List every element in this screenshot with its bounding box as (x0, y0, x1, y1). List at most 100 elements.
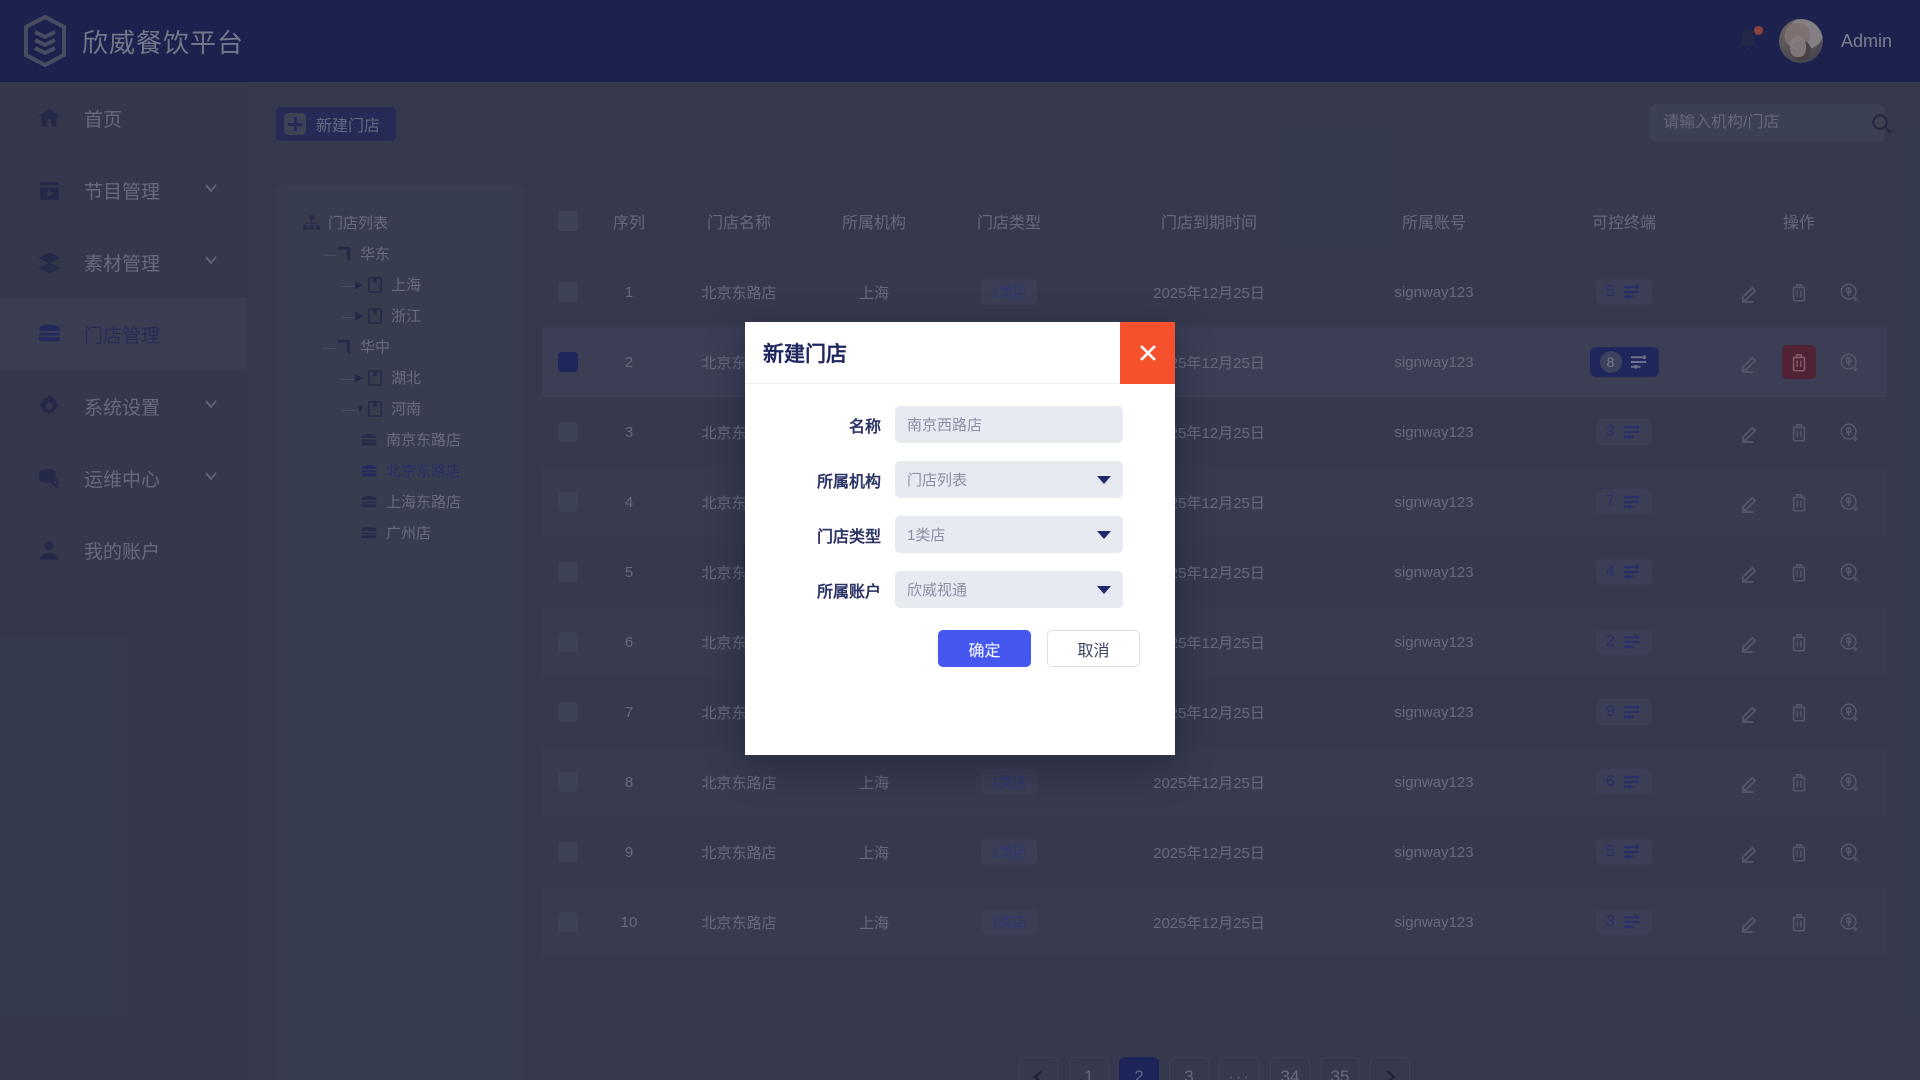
pencil-icon[interactable] (1732, 485, 1766, 519)
confirm-button[interactable]: 确定 (938, 630, 1031, 667)
sidebar-item-store-management[interactable]: 门店管理 (0, 298, 247, 370)
trash-icon[interactable] (1782, 275, 1816, 309)
row-checkbox[interactable] (558, 282, 578, 302)
dollar-plus-icon[interactable] (1832, 835, 1866, 869)
pencil-icon[interactable] (1732, 625, 1766, 659)
caret-right-icon[interactable]: ▶ (355, 279, 364, 291)
dollar-plus-icon[interactable] (1832, 625, 1866, 659)
trash-icon[interactable] (1782, 765, 1816, 799)
pagination-page[interactable]: 1 (1069, 1057, 1109, 1080)
org-select[interactable]: 门店列表 (895, 461, 1123, 498)
terminal-count-button[interactable]: 9 (1596, 699, 1652, 725)
tree-node[interactable]: — ▶ 浙江 (276, 300, 524, 331)
sidebar-item-system-settings[interactable]: 系统设置 (0, 370, 247, 442)
trash-icon[interactable] (1782, 695, 1816, 729)
trash-icon[interactable] (1782, 625, 1816, 659)
tree-node[interactable]: 广州店 (276, 517, 524, 548)
pagination-page[interactable]: 35 (1319, 1057, 1360, 1080)
dollar-plus-icon[interactable] (1832, 275, 1866, 309)
terminal-count-button[interactable]: 5 (1596, 839, 1652, 865)
name-input[interactable] (895, 406, 1123, 443)
tree-node[interactable]: 上海东路店 (276, 486, 524, 517)
search-icon[interactable] (1870, 104, 1893, 142)
terminal-count-button[interactable]: 7 (1596, 489, 1652, 515)
trash-icon[interactable] (1782, 555, 1816, 589)
row-checkbox[interactable] (558, 702, 578, 722)
trash-icon[interactable] (1782, 345, 1816, 379)
dollar-plus-icon[interactable] (1832, 765, 1866, 799)
dollar-plus-icon[interactable] (1832, 905, 1866, 939)
row-checkbox[interactable] (558, 352, 578, 372)
select-all-checkbox[interactable] (558, 211, 578, 231)
tree-node[interactable]: — ▼ 河南 (276, 393, 524, 424)
new-store-button[interactable]: 新建门店 (276, 107, 397, 141)
row-checkbox[interactable] (558, 772, 578, 792)
terminal-count-button[interactable]: 8 (1589, 347, 1659, 377)
row-checkbox[interactable] (558, 842, 578, 862)
pencil-icon[interactable] (1732, 835, 1766, 869)
account-select[interactable]: 欣威视通 (895, 571, 1123, 608)
dollar-plus-icon[interactable] (1832, 345, 1866, 379)
brand-logo[interactable]: 欣威餐饮平台 (22, 14, 244, 68)
tree-node[interactable]: 南京东路店 (276, 424, 524, 455)
trash-icon[interactable] (1782, 835, 1816, 869)
row-checkbox[interactable] (558, 562, 578, 582)
terminal-count-button[interactable]: 3 (1596, 909, 1652, 935)
pencil-icon[interactable] (1732, 765, 1766, 799)
sidebar-item-my-account[interactable]: 我的账户 (0, 514, 247, 586)
dollar-plus-icon[interactable] (1832, 695, 1866, 729)
terminal-count-button[interactable]: 2 (1596, 629, 1652, 655)
trash-icon[interactable] (1782, 415, 1816, 449)
sidebar-item-operations-center[interactable]: 运维中心 (0, 442, 247, 514)
dollar-plus-icon[interactable] (1832, 555, 1866, 589)
chevron-down-icon[interactable] (203, 180, 219, 201)
tree-node[interactable]: — 华中 (276, 331, 524, 362)
terminal-count-button[interactable]: 4 (1596, 559, 1652, 585)
terminal-count-button[interactable]: 3 (1596, 419, 1652, 445)
terminal-count-button[interactable]: 5 (1596, 279, 1652, 305)
pagination-next[interactable] (1369, 1057, 1410, 1080)
trash-icon[interactable] (1782, 905, 1816, 939)
sidebar-item-home[interactable]: 首页 (0, 82, 247, 154)
sidebar-item-program-management[interactable]: 节目管理 (0, 154, 247, 226)
close-icon[interactable] (1120, 322, 1175, 384)
dollar-plus-icon[interactable] (1832, 415, 1866, 449)
type-select[interactable]: 1类店 (895, 516, 1123, 553)
tree-node[interactable]: — 华东 (276, 238, 524, 269)
pencil-icon[interactable] (1732, 415, 1766, 449)
pagination-prev[interactable] (1019, 1057, 1059, 1080)
search-box[interactable] (1649, 104, 1892, 142)
caret-down-icon[interactable]: ▼ (355, 402, 366, 415)
pagination-page[interactable]: 3 (1169, 1057, 1209, 1080)
table-row[interactable]: 1 北京东路店 上海 1类店 2025年12月25日 signway123 5 (542, 257, 1887, 327)
bell-icon[interactable] (1735, 26, 1763, 55)
caret-right-icon[interactable]: ▶ (355, 310, 364, 322)
dollar-plus-icon[interactable] (1832, 485, 1866, 519)
tree-node[interactable]: 北京东路店 (276, 455, 524, 486)
chevron-down-icon[interactable] (203, 252, 219, 273)
pagination-page[interactable]: 2 (1119, 1057, 1159, 1080)
name-field-wrap[interactable] (895, 406, 1123, 443)
pagination-page[interactable]: 34 (1269, 1057, 1310, 1080)
row-checkbox[interactable] (558, 422, 578, 442)
cancel-button[interactable]: 取消 (1046, 630, 1140, 667)
row-checkbox[interactable] (558, 492, 578, 512)
pencil-icon[interactable] (1732, 345, 1766, 379)
pencil-icon[interactable] (1732, 555, 1766, 589)
tree-node[interactable]: — ▶ 上海 (276, 269, 524, 300)
pencil-icon[interactable] (1732, 695, 1766, 729)
terminal-count-button[interactable]: 6 (1596, 769, 1652, 795)
pencil-icon[interactable] (1732, 905, 1766, 939)
trash-icon[interactable] (1782, 485, 1816, 519)
table-row[interactable]: 10 北京东路店 上海 1类店 2025年12月25日 signway123 3 (542, 887, 1887, 957)
search-input[interactable] (1649, 114, 1870, 132)
chevron-down-icon[interactable] (203, 468, 219, 489)
caret-right-icon[interactable]: ▶ (355, 372, 364, 384)
row-checkbox[interactable] (558, 632, 578, 652)
user-name[interactable]: Admin (1840, 30, 1892, 51)
row-checkbox[interactable] (558, 912, 578, 932)
pencil-icon[interactable] (1732, 275, 1766, 309)
sidebar-item-material-management[interactable]: 素材管理 (0, 226, 247, 298)
tree-root-node[interactable]: 门店列表 (276, 207, 524, 238)
tree-node[interactable]: — ▶ 湖北 (276, 362, 524, 393)
